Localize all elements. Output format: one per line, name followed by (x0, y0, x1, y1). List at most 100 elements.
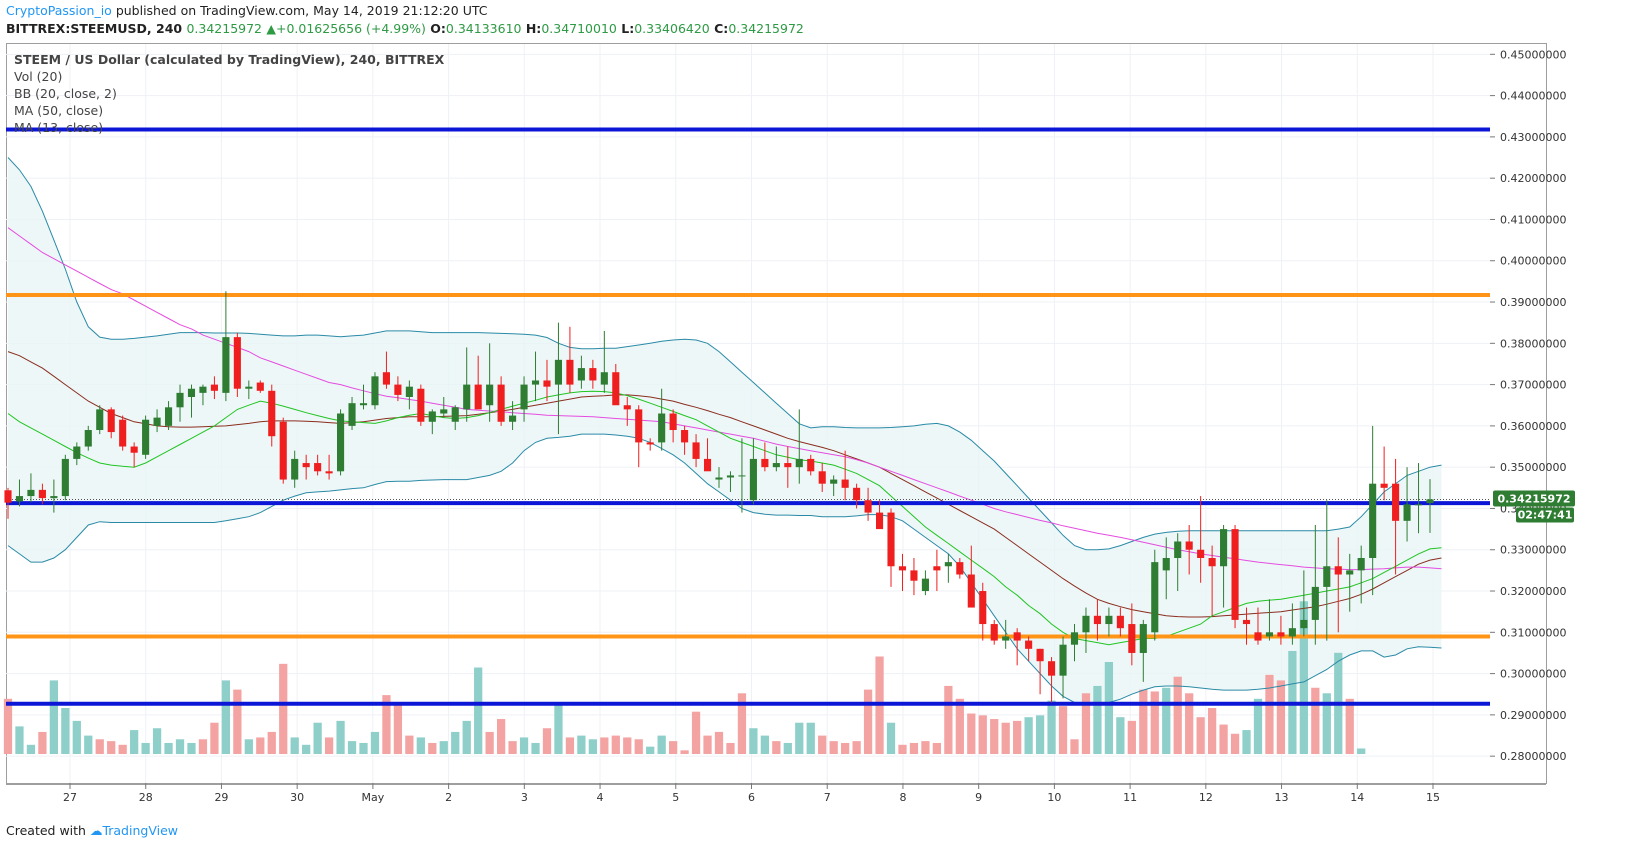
candle-body (1070, 632, 1079, 645)
candle-body (291, 458, 299, 480)
volume-bar (198, 739, 208, 754)
publish-header: CryptoPassion_io published on TradingVie… (6, 3, 487, 18)
candle-body (348, 403, 356, 426)
time-tick-label: 5 (672, 791, 679, 804)
candle-body (531, 380, 540, 385)
candle-body (1220, 529, 1228, 567)
volume-bar (324, 737, 334, 754)
volume-bar (829, 741, 838, 754)
horizontal-levels[interactable] (6, 127, 1490, 706)
high-value: 0.34710010 (541, 21, 617, 36)
volume-bar (852, 741, 861, 754)
candle-body (1357, 557, 1365, 571)
volume-bar (1093, 685, 1102, 754)
volume-bar (1357, 748, 1366, 754)
volume-bar (72, 720, 81, 754)
volume-bar (921, 741, 930, 754)
price-axis[interactable]: 0.45000000 0.44000000 0.43000000 0.42000000… (1490, 48, 1566, 763)
volume-bar (130, 730, 139, 754)
volume-bar (1001, 722, 1010, 754)
candle-body (944, 562, 952, 567)
candle-body (1162, 557, 1170, 571)
price-tick-label: 0.30000000 (1500, 668, 1566, 681)
volume-bar (3, 698, 13, 754)
candle-body (302, 463, 310, 468)
candle-body (933, 566, 941, 571)
volume-bar (233, 689, 242, 754)
time-tick-label: 29 (214, 791, 228, 804)
volume-bar (1253, 698, 1263, 754)
publisher-link[interactable]: CryptoPassion_io (6, 3, 112, 18)
volume-bar (474, 667, 483, 754)
candles[interactable] (4, 291, 1434, 703)
volume-bar (26, 744, 36, 754)
candle-body (394, 384, 402, 395)
candle-body (1151, 562, 1159, 633)
time-axis[interactable]: 27 28 29 30 May 2 3 4 5 6 7 8 9 10 11 12 13 14 15 (63, 783, 1440, 804)
candle-body (107, 409, 115, 433)
candle-body (1185, 541, 1193, 550)
candle-body (577, 368, 585, 381)
volume-bar (1322, 693, 1331, 754)
legend-vol[interactable]: Vol (20) (14, 69, 63, 84)
candle-body (1254, 632, 1262, 641)
price-tick-label: 0.42000000 (1500, 172, 1566, 185)
volume-bar (623, 737, 632, 754)
volume-bar (967, 713, 976, 754)
candle-body (268, 390, 276, 437)
candle-body (864, 500, 872, 513)
candle-body (1128, 624, 1136, 653)
candle-body (27, 489, 35, 497)
time-tick-label: 6 (748, 791, 755, 804)
volume-bar (1311, 687, 1320, 754)
legend-bb[interactable]: BB (20, close, 2) (14, 86, 117, 101)
volume-bar (909, 742, 919, 754)
candle-body (371, 376, 379, 406)
price-tick-label: 0.35000000 (1500, 461, 1566, 474)
volume-bar (256, 737, 265, 754)
volume-bar (703, 735, 712, 754)
price-tick-label: 0.41000000 (1500, 213, 1566, 226)
volume-bar (818, 735, 827, 754)
legend-ma13[interactable]: MA (13, close) (14, 120, 104, 135)
candle-body (176, 392, 184, 408)
candle-body (451, 407, 459, 422)
volume-bar (244, 739, 253, 754)
candle-body (658, 413, 666, 443)
candle-body (761, 458, 769, 468)
legend-ma50[interactable]: MA (50, close) (14, 103, 104, 118)
candle-body (256, 382, 264, 391)
price-tick-label: 0.40000000 (1500, 255, 1566, 268)
published-text: published on TradingView.com, May 14, 20… (115, 3, 488, 18)
volume-bar (187, 742, 196, 754)
tradingview-logo-text[interactable]: TradingView (102, 823, 178, 838)
candle-body (130, 446, 138, 453)
candle-body (245, 386, 253, 389)
volume-bar (669, 741, 678, 754)
candle-body (1197, 549, 1205, 558)
volume-bar (565, 737, 575, 754)
candle-body (1426, 499, 1434, 504)
candle-body (1311, 586, 1319, 620)
countdown-tag-label: 02:47:41 (1518, 509, 1573, 522)
volume-bar (783, 742, 792, 754)
volume-bar (1116, 717, 1125, 754)
volume-bar (107, 741, 116, 754)
volume-bar (1276, 680, 1286, 754)
candle-body (669, 413, 677, 431)
volume-bar (416, 737, 425, 754)
candle-body (956, 562, 964, 575)
candle-body (96, 409, 104, 431)
candle-body (635, 409, 643, 443)
candle-body (875, 512, 884, 530)
current-price-tag-label: 0.34215972 (1497, 493, 1570, 506)
candle-body (910, 570, 918, 581)
volume-bar (1162, 687, 1171, 754)
candle-body (1380, 483, 1388, 488)
time-tick-label: 14 (1350, 791, 1364, 804)
volume-bar (118, 744, 127, 754)
tradingview-logo-icon[interactable]: ☁ (89, 823, 103, 838)
candle-body (749, 458, 757, 501)
volume-bar (1219, 724, 1228, 754)
